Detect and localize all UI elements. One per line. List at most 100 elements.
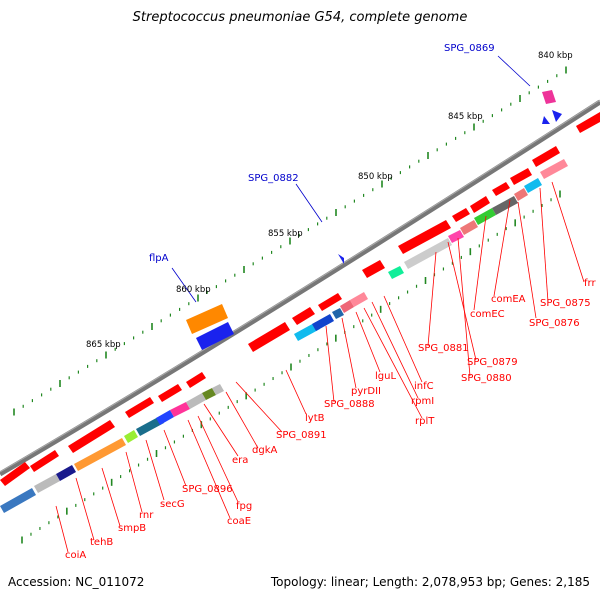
gene-arrow[interactable] [492, 182, 510, 196]
label-SPG-0876[interactable]: SPG_0876 [529, 318, 580, 329]
gene-arrow[interactable] [398, 220, 451, 254]
label-leader-line [203, 403, 239, 457]
gene-arrow[interactable] [186, 372, 206, 388]
genome-stats-label: Topology: linear; Length: 2,078,953 bp; … [270, 575, 590, 589]
label-frr[interactable]: frr [584, 278, 596, 289]
gene-block[interactable] [124, 430, 138, 443]
label-rplT[interactable]: rplT [415, 416, 435, 427]
label-coaE[interactable]: coaE [227, 516, 251, 527]
upper-features [186, 90, 562, 350]
label-era[interactable]: era [232, 455, 248, 466]
accession-label: Accession: NC_011072 [8, 575, 145, 589]
label-leader-line [371, 301, 419, 399]
gene-block[interactable] [156, 410, 174, 425]
gene-block[interactable] [212, 384, 224, 395]
scale-labels: 840 kbp 845 kbp 850 kbp 855 kbp 860 kbp … [86, 51, 573, 350]
label-leader-line [101, 467, 121, 527]
gene-block[interactable] [448, 230, 464, 243]
label-SPG-0891[interactable]: SPG_0891 [276, 430, 327, 441]
label-leader-line [427, 251, 437, 347]
label-flpA[interactable]: flpA [149, 253, 169, 264]
gene-block[interactable] [186, 393, 206, 409]
gene-arrow[interactable] [292, 307, 315, 325]
label-lguL[interactable]: lguL [375, 371, 396, 382]
label-secG[interactable]: secG [160, 499, 185, 510]
gene-arrow[interactable] [532, 146, 560, 167]
label-SPG-0882[interactable]: SPG_0882 [248, 173, 299, 184]
label-leader-line [539, 187, 549, 303]
gene-arrow[interactable] [125, 397, 154, 418]
gene-block[interactable] [388, 266, 404, 279]
gene-block[interactable] [340, 300, 354, 313]
label-rnr[interactable]: rnr [139, 510, 154, 521]
label-SPG-0888[interactable]: SPG_0888 [324, 399, 375, 410]
gene-arrow[interactable] [30, 450, 59, 472]
gene-arrow[interactable] [248, 322, 290, 352]
gene-SPG-0882[interactable] [338, 254, 344, 264]
gene-arrow[interactable] [68, 420, 115, 453]
gene-block[interactable] [34, 474, 60, 493]
scale-ticks [13, 66, 567, 544]
gene-flpA[interactable] [186, 304, 228, 334]
label-leader-line [383, 295, 423, 383]
gene-arrow[interactable] [452, 208, 470, 222]
gene-arrow-blue[interactable] [552, 110, 562, 122]
gene-blue-block[interactable] [196, 322, 234, 350]
gene-arrow[interactable] [510, 168, 532, 185]
label-SPG-0869[interactable]: SPG_0869 [444, 43, 495, 54]
genome-backbone [0, 99, 600, 477]
gene-block[interactable] [540, 159, 568, 179]
label-SPG-0881[interactable]: SPG_0881 [418, 343, 469, 354]
gene-arrow[interactable] [318, 293, 342, 311]
label-leader-line [493, 199, 511, 297]
label-coiA[interactable]: coiA [65, 550, 86, 561]
gene-block[interactable] [294, 322, 320, 341]
gene-block[interactable] [460, 220, 478, 235]
gene-block[interactable] [202, 388, 216, 400]
label-SPG-0896[interactable]: SPG_0896 [182, 484, 233, 495]
gene-block[interactable] [0, 488, 36, 513]
gene-block[interactable] [56, 465, 76, 481]
label-pyrDII[interactable]: pyrDII [351, 386, 381, 397]
label-comEA[interactable]: comEA [491, 294, 526, 305]
label-smpB[interactable]: smpB [118, 523, 146, 534]
gene-block[interactable] [524, 178, 542, 193]
gene-block[interactable] [404, 238, 452, 269]
label-infC[interactable]: infC [414, 381, 434, 392]
label-rpmI[interactable]: rpmI [411, 396, 434, 407]
label-leader-line [325, 325, 335, 403]
gene-block[interactable] [474, 208, 496, 225]
gene-arrow[interactable] [362, 260, 385, 278]
label-comEC[interactable]: comEC [470, 309, 505, 320]
label-SPG-0879[interactable]: SPG_0879 [467, 357, 518, 368]
gene-arrow[interactable] [0, 462, 30, 486]
label-leader-line [145, 439, 165, 501]
gene-block[interactable] [350, 292, 368, 307]
label-SPG-0875[interactable]: SPG_0875 [540, 298, 591, 309]
gene-block[interactable] [514, 188, 528, 201]
label-fpg[interactable]: fpg [236, 501, 252, 512]
label-lytB[interactable]: lytB [305, 413, 325, 424]
gene-block[interactable] [332, 308, 344, 319]
gene-block[interactable] [136, 416, 164, 436]
gene-arrow[interactable] [158, 384, 182, 402]
scale-label-860: 860 kbp [176, 285, 211, 295]
gene-block[interactable] [312, 314, 334, 331]
label-dgkA[interactable]: dgkA [252, 445, 277, 456]
label-SPG-0880[interactable]: SPG_0880 [461, 373, 512, 384]
gene-block[interactable] [492, 196, 518, 215]
label-leader-line [363, 307, 423, 419]
gene-block[interactable] [74, 438, 126, 471]
label-tehB[interactable]: tehB [90, 537, 113, 548]
gene-arrow-blue[interactable] [542, 116, 550, 124]
lower-gene-labels: frr SPG_0875 comEA SPG_0876 comEC SPG_08… [65, 278, 596, 561]
label-leader-line [197, 415, 239, 503]
label-leader-line [285, 369, 307, 415]
gene-block[interactable] [170, 402, 190, 417]
gene-arrow[interactable] [576, 112, 600, 133]
upper-gene-labels: SPG_0869 SPG_0882 flpA [149, 43, 495, 264]
gene-SPG-0869[interactable] [542, 90, 556, 104]
gene-arrow[interactable] [470, 196, 490, 213]
